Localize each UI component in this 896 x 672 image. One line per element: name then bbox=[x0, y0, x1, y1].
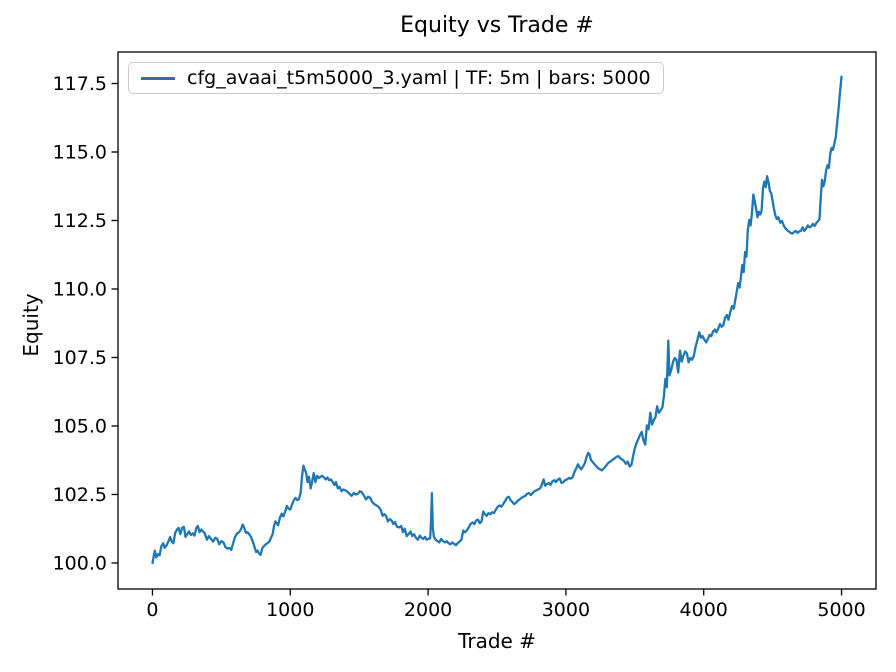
legend-entry-label: cfg_avaai_t5m5000_3.yaml | TF: 5m | bars… bbox=[187, 67, 651, 89]
y-tick-label: 112.5 bbox=[53, 210, 107, 232]
y-tick-label: 105.0 bbox=[53, 415, 107, 437]
x-tick-label: 5000 bbox=[817, 599, 865, 621]
x-tick-label: 0 bbox=[146, 599, 158, 621]
x-axis-label: Trade # bbox=[458, 629, 536, 653]
x-tick-label: 3000 bbox=[542, 599, 590, 621]
y-axis-label: Equity bbox=[19, 293, 43, 357]
legend-line-swatch-icon bbox=[141, 76, 175, 80]
x-tick-label: 1000 bbox=[266, 599, 314, 621]
x-tick-label: 2000 bbox=[404, 599, 452, 621]
y-tick-label: 110.0 bbox=[53, 278, 107, 300]
y-tick-label: 107.5 bbox=[53, 347, 107, 369]
equity-line bbox=[151, 75, 843, 565]
y-tick-label: 115.0 bbox=[53, 142, 107, 164]
y-tick-label: 100.0 bbox=[53, 552, 107, 574]
y-tick-label: 117.5 bbox=[53, 73, 107, 95]
chart-title: Equity vs Trade # bbox=[400, 13, 594, 38]
x-tick-label: 4000 bbox=[680, 599, 728, 621]
y-tick-label: 102.5 bbox=[53, 484, 107, 506]
legend: cfg_avaai_t5m5000_3.yaml | TF: 5m | bars… bbox=[128, 62, 664, 94]
plot-frame bbox=[117, 51, 877, 590]
